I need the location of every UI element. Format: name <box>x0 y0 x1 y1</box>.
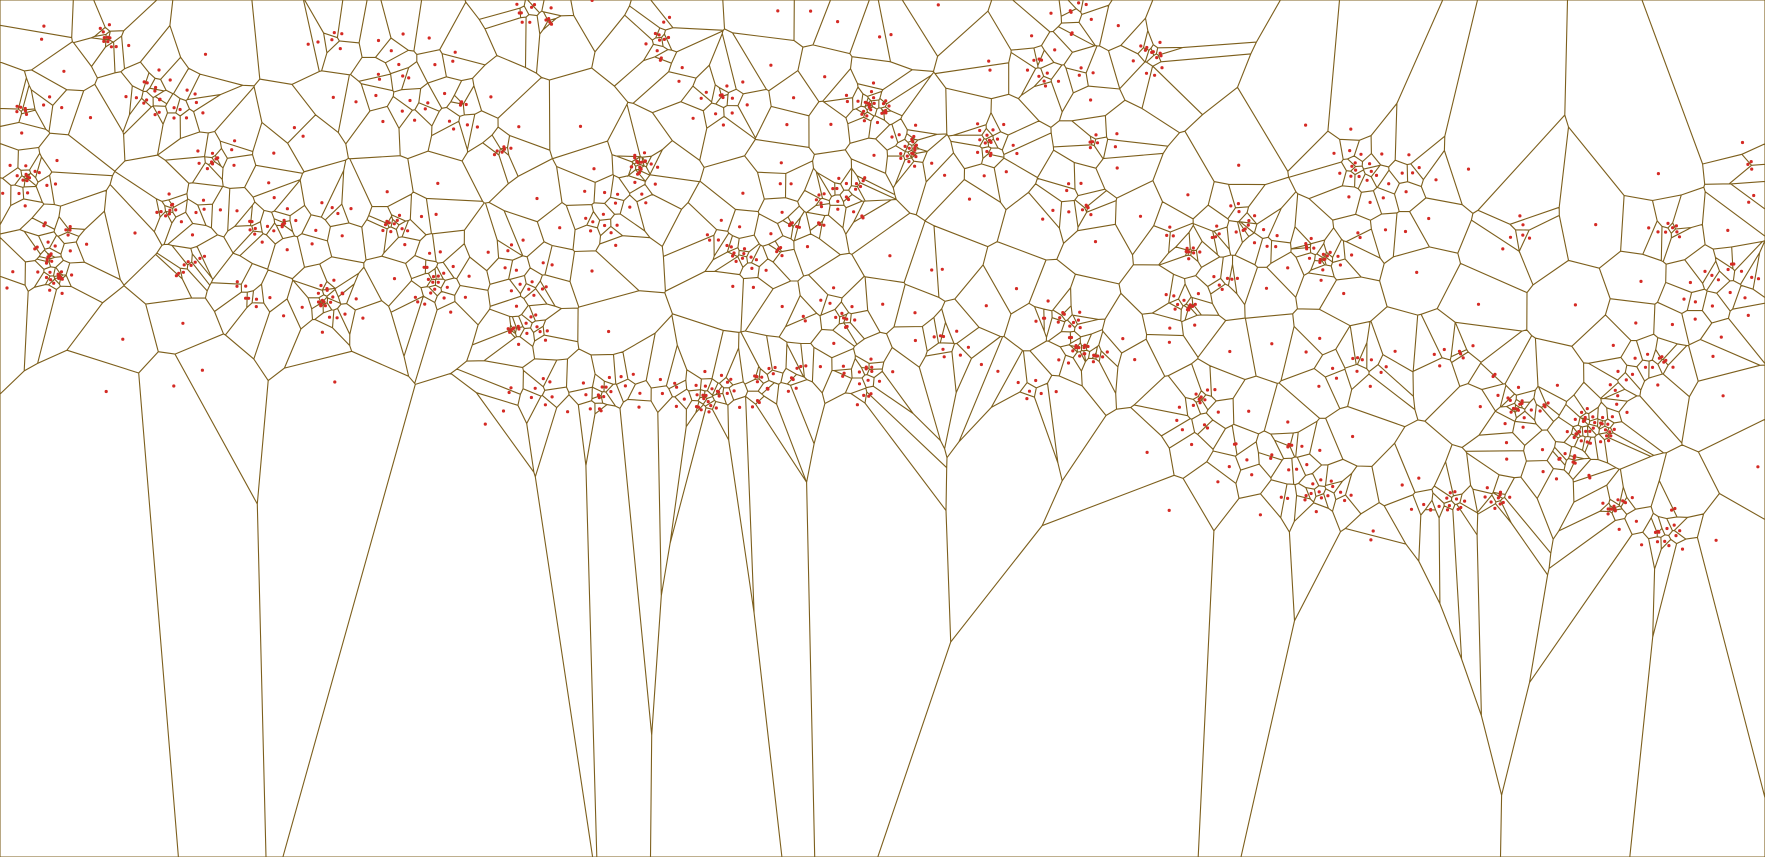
background <box>0 0 1765 857</box>
voronoi-edges <box>0 0 1765 857</box>
page: (() => { const data = JSON.parse(documen… <box>0 0 1765 857</box>
voronoi-diagram <box>0 0 1765 857</box>
